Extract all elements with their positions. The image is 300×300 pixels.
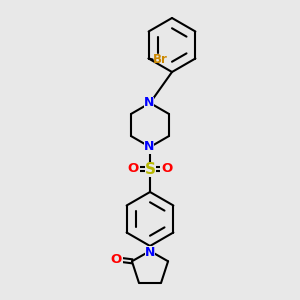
Text: N: N (144, 97, 154, 110)
Text: N: N (145, 245, 155, 259)
Text: O: O (128, 163, 139, 176)
Text: O: O (161, 163, 172, 176)
Text: O: O (110, 253, 122, 266)
Text: Br: Br (153, 53, 167, 66)
Text: S: S (145, 161, 155, 176)
Text: N: N (144, 140, 154, 154)
